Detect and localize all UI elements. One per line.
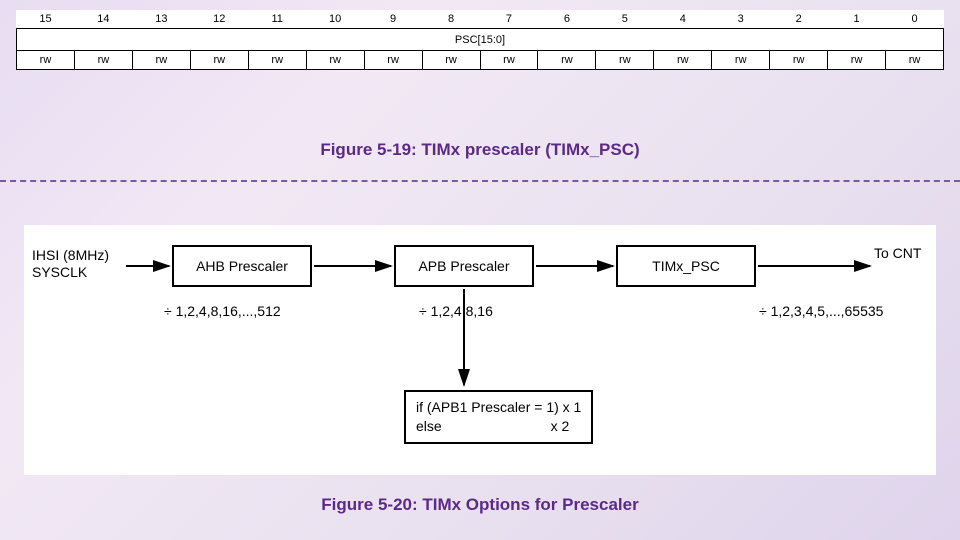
bitnum-cell: 3	[712, 10, 770, 29]
bitnum-cell: 11	[248, 10, 306, 29]
bitnum-cell: 9	[364, 10, 422, 29]
prescaler-block-diagram: IHSI (8MHz) SYSCLK AHB Prescaler ÷ 1,2,4…	[24, 225, 936, 475]
bitnum-cell: 15	[17, 10, 75, 29]
field-cell: PSC[15:0]	[17, 29, 944, 51]
access-cell: rw	[596, 51, 654, 70]
bitnum-cell: 4	[654, 10, 712, 29]
field-row: PSC[15:0]	[17, 29, 944, 51]
psc-register-table: 15 14 13 12 11 10 9 8 7 6 5 4 3 2 1 0 PS…	[16, 10, 944, 70]
bitnum-cell: 8	[422, 10, 480, 29]
bit-number-row: 15 14 13 12 11 10 9 8 7 6 5 4 3 2 1 0	[17, 10, 944, 29]
access-cell: rw	[538, 51, 596, 70]
figure-5-20-caption: Figure 5-20: TIMx Options for Prescaler	[0, 495, 960, 515]
bitnum-cell: 13	[132, 10, 190, 29]
diagram-arrows	[24, 225, 936, 475]
access-cell: rw	[886, 51, 944, 70]
access-cell: rw	[422, 51, 480, 70]
figure-5-19-caption: Figure 5-19: TIMx prescaler (TIMx_PSC)	[0, 140, 960, 160]
access-row: rw rw rw rw rw rw rw rw rw rw rw rw rw r…	[17, 51, 944, 70]
access-cell: rw	[74, 51, 132, 70]
bitnum-cell: 5	[596, 10, 654, 29]
access-cell: rw	[190, 51, 248, 70]
access-cell: rw	[17, 51, 75, 70]
access-cell: rw	[480, 51, 538, 70]
bitnum-cell: 1	[828, 10, 886, 29]
access-cell: rw	[770, 51, 828, 70]
dashed-divider	[0, 180, 960, 182]
access-cell: rw	[132, 51, 190, 70]
access-cell: rw	[654, 51, 712, 70]
access-cell: rw	[306, 51, 364, 70]
bitnum-cell: 12	[190, 10, 248, 29]
access-cell: rw	[828, 51, 886, 70]
access-cell: rw	[712, 51, 770, 70]
access-cell: rw	[364, 51, 422, 70]
access-cell: rw	[248, 51, 306, 70]
bitnum-cell: 14	[74, 10, 132, 29]
bitnum-cell: 0	[886, 10, 944, 29]
bitnum-cell: 2	[770, 10, 828, 29]
bitnum-cell: 7	[480, 10, 538, 29]
bitnum-cell: 10	[306, 10, 364, 29]
bitnum-cell: 6	[538, 10, 596, 29]
